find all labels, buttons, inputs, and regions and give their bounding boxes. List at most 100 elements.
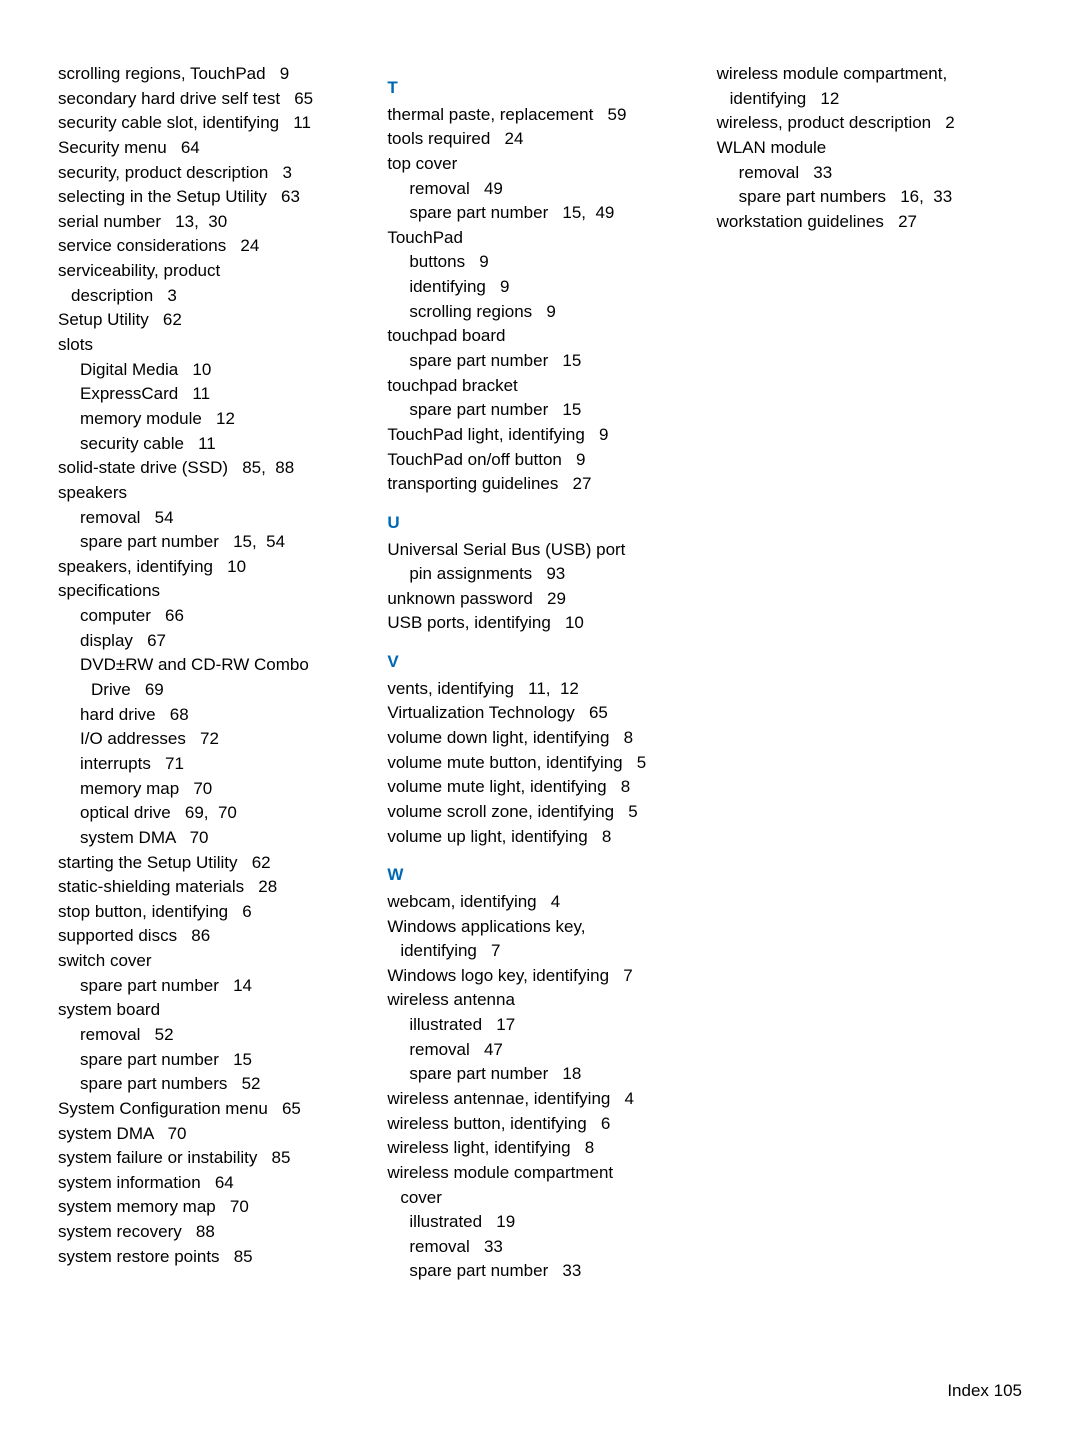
index-entry: specifications — [58, 579, 363, 604]
index-entry: spare part number 15, 49 — [387, 201, 692, 226]
index-entry: interrupts 71 — [58, 752, 363, 777]
index-entry: removal 52 — [58, 1023, 363, 1048]
index-entry: spare part number 15 — [387, 398, 692, 423]
index-entry: volume mute light, identifying 8 — [387, 775, 692, 800]
index-entry: security cable slot, identifying 11 — [58, 111, 363, 136]
index-entry: system information 64 — [58, 1171, 363, 1196]
index-entry: security cable 11 — [58, 432, 363, 457]
index-entry: Virtualization Technology 65 — [387, 701, 692, 726]
index-entry: wireless, product description 2 — [717, 111, 1022, 136]
index-entry: TouchPad on/off button 9 — [387, 448, 692, 473]
index-section-letter: U — [387, 511, 692, 536]
index-entry: Security menu 64 — [58, 136, 363, 161]
index-section-letter: W — [387, 863, 692, 888]
index-entry: transporting guidelines 27 — [387, 472, 692, 497]
index-entry: removal 54 — [58, 506, 363, 531]
index-entry: touchpad bracket — [387, 374, 692, 399]
index-entry: slots — [58, 333, 363, 358]
index-entry: volume scroll zone, identifying 5 — [387, 800, 692, 825]
index-entry: static-shielding materials 28 — [58, 875, 363, 900]
index-entry: removal 33 — [387, 1235, 692, 1260]
index-entry: WLAN module — [717, 136, 1022, 161]
index-entry: cover — [387, 1186, 692, 1211]
index-entry: spare part numbers 52 — [58, 1072, 363, 1097]
index-entry: selecting in the Setup Utility 63 — [58, 185, 363, 210]
index-entry: system recovery 88 — [58, 1220, 363, 1245]
index-column-2: Tthermal paste, replacement 59tools requ… — [387, 62, 692, 1284]
index-entry: scrolling regions, TouchPad 9 — [58, 62, 363, 87]
index-entry: scrolling regions 9 — [387, 300, 692, 325]
index-entry: I/O addresses 72 — [58, 727, 363, 752]
index-entry: secondary hard drive self test 65 — [58, 87, 363, 112]
index-entry: unknown password 29 — [387, 587, 692, 612]
index-entry: computer 66 — [58, 604, 363, 629]
index-entry: pin assignments 93 — [387, 562, 692, 587]
index-entry: Digital Media 10 — [58, 358, 363, 383]
index-entry: DVD±RW and CD-RW Combo — [58, 653, 363, 678]
index-entry: system restore points 85 — [58, 1245, 363, 1270]
index-entry: service considerations 24 — [58, 234, 363, 259]
index-entry: spare part number 15 — [387, 349, 692, 374]
index-entry: ExpressCard 11 — [58, 382, 363, 407]
index-entry: wireless light, identifying 8 — [387, 1136, 692, 1161]
index-entry: system memory map 70 — [58, 1195, 363, 1220]
index-entry: Windows applications key, — [387, 915, 692, 940]
index-section-letter: T — [387, 76, 692, 101]
index-entry: Universal Serial Bus (USB) port — [387, 538, 692, 563]
index-entry: workstation guidelines 27 — [717, 210, 1022, 235]
index-entry: spare part number 15 — [58, 1048, 363, 1073]
index-entry: Windows logo key, identifying 7 — [387, 964, 692, 989]
index-entry: identifying 7 — [387, 939, 692, 964]
index-entry: illustrated 19 — [387, 1210, 692, 1235]
index-entry: removal 49 — [387, 177, 692, 202]
index-entry: System Configuration menu 65 — [58, 1097, 363, 1122]
index-entry: wireless antenna — [387, 988, 692, 1013]
index-entry: solid-state drive (SSD) 85, 88 — [58, 456, 363, 481]
index-entry: optical drive 69, 70 — [58, 801, 363, 826]
index-entry: serial number 13, 30 — [58, 210, 363, 235]
index-entry: volume down light, identifying 8 — [387, 726, 692, 751]
index-entry: thermal paste, replacement 59 — [387, 103, 692, 128]
index-entry: memory map 70 — [58, 777, 363, 802]
index-entry: switch cover — [58, 949, 363, 974]
index-entry: Drive 69 — [58, 678, 363, 703]
index-entry: volume up light, identifying 8 — [387, 825, 692, 850]
index-entry: description 3 — [58, 284, 363, 309]
index-entry: system DMA 70 — [58, 826, 363, 851]
index-entry: system failure or instability 85 — [58, 1146, 363, 1171]
index-entry: identifying 9 — [387, 275, 692, 300]
index-entry: spare part numbers 16, 33 — [717, 185, 1022, 210]
index-entry: identifying 12 — [717, 87, 1022, 112]
index-entry: memory module 12 — [58, 407, 363, 432]
index-entry: top cover — [387, 152, 692, 177]
index-column-1: scrolling regions, TouchPad 9secondary h… — [58, 62, 363, 1284]
index-entry: stop button, identifying 6 — [58, 900, 363, 925]
index-entry: starting the Setup Utility 62 — [58, 851, 363, 876]
index-entry: Setup Utility 62 — [58, 308, 363, 333]
index-entry: TouchPad — [387, 226, 692, 251]
index-entry: TouchPad light, identifying 9 — [387, 423, 692, 448]
index-entry: touchpad board — [387, 324, 692, 349]
index-entry: speakers — [58, 481, 363, 506]
index-columns: scrolling regions, TouchPad 9secondary h… — [58, 62, 1022, 1284]
index-entry: vents, identifying 11, 12 — [387, 677, 692, 702]
page-footer: Index 105 — [947, 1381, 1022, 1401]
index-entry: spare part number 18 — [387, 1062, 692, 1087]
index-entry: system DMA 70 — [58, 1122, 363, 1147]
index-entry: spare part number 14 — [58, 974, 363, 999]
index-entry: hard drive 68 — [58, 703, 363, 728]
index-entry: serviceability, product — [58, 259, 363, 284]
index-entry: wireless module compartment — [387, 1161, 692, 1186]
index-entry: buttons 9 — [387, 250, 692, 275]
index-entry: wireless module compartment, — [717, 62, 1022, 87]
index-entry: illustrated 17 — [387, 1013, 692, 1038]
index-entry: system board — [58, 998, 363, 1023]
index-entry: USB ports, identifying 10 — [387, 611, 692, 636]
index-entry: wireless button, identifying 6 — [387, 1112, 692, 1137]
index-entry: display 67 — [58, 629, 363, 654]
index-entry: tools required 24 — [387, 127, 692, 152]
index-entry: speakers, identifying 10 — [58, 555, 363, 580]
index-entry: removal 47 — [387, 1038, 692, 1063]
index-section-letter: V — [387, 650, 692, 675]
index-entry: spare part number 15, 54 — [58, 530, 363, 555]
